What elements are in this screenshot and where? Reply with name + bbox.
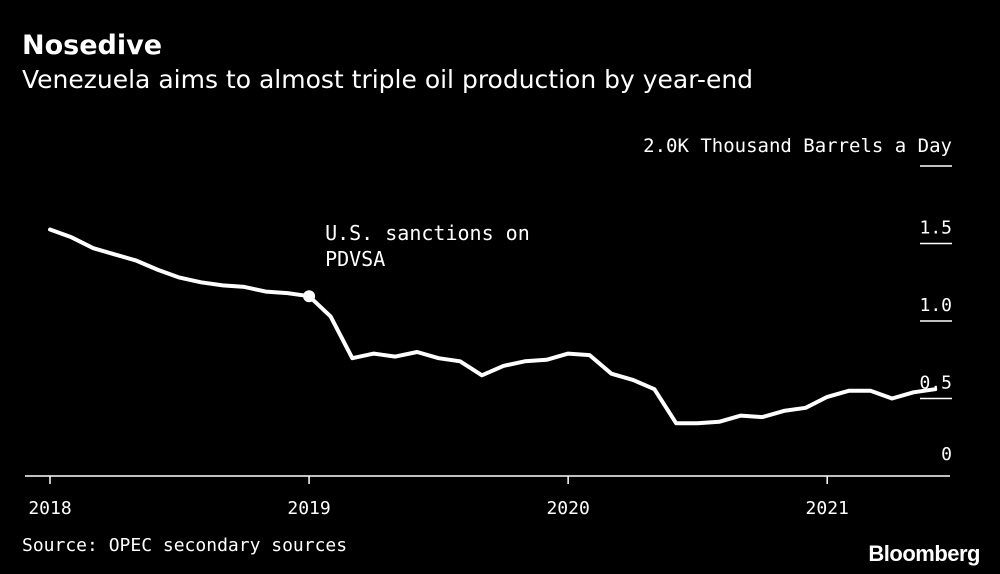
chart-subtitle: Venezuela aims to almost triple oil prod… [22,65,754,94]
y-tick-label: 1.5 [919,218,952,239]
bloomberg-logo: Bloomberg [868,541,980,566]
chart-axes: 2018 2019 2020 2021 0.5 1.0 1.5 2.0K Thousand B… [25,135,952,519]
y-zero-label: 0 [941,444,952,465]
x-tick-label: 2019 [287,498,330,519]
series-line [48,227,938,426]
annotation-marker [303,290,316,303]
x-tick-label: 2018 [28,498,71,519]
y-tick-label: 1.0 [919,295,952,316]
chart-annotations: U.S. sanctions on PDVSA [303,221,530,303]
annotation-label: U.S. sanctions on PDVSA [325,221,530,271]
y-unit-label: 2.0K Thousand Barrels a Day [643,135,952,157]
chart-title: Nosedive [22,30,163,61]
y-tick-label: 0.5 [919,373,952,394]
chart-series [48,227,938,426]
x-tick-label: 2020 [546,498,589,519]
x-tick-label: 2021 [806,498,849,519]
source-note: Source: OPEC secondary sources [22,535,348,556]
